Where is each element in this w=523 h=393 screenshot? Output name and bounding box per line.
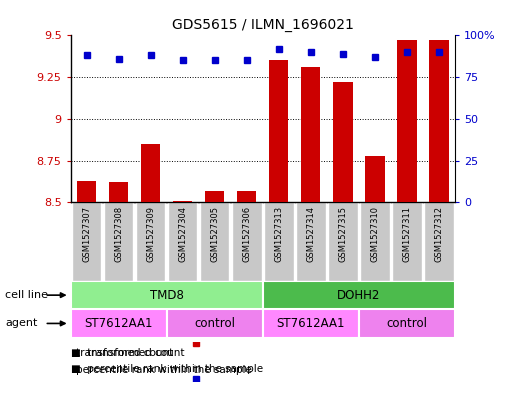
FancyBboxPatch shape xyxy=(200,202,230,281)
Text: GSM1527314: GSM1527314 xyxy=(306,206,315,262)
Text: cell line: cell line xyxy=(5,290,48,300)
FancyBboxPatch shape xyxy=(328,202,358,281)
FancyBboxPatch shape xyxy=(104,202,133,281)
Bar xyxy=(397,40,416,202)
Text: GSM1527310: GSM1527310 xyxy=(370,206,379,262)
FancyBboxPatch shape xyxy=(263,281,455,309)
Text: GSM1527315: GSM1527315 xyxy=(338,206,347,262)
Text: GSM1527309: GSM1527309 xyxy=(146,206,155,262)
FancyBboxPatch shape xyxy=(360,202,390,281)
Text: transformed count: transformed count xyxy=(76,347,173,358)
Title: GDS5615 / ILMN_1696021: GDS5615 / ILMN_1696021 xyxy=(172,18,354,31)
Text: GSM1527306: GSM1527306 xyxy=(242,206,251,263)
Bar xyxy=(269,61,288,202)
FancyBboxPatch shape xyxy=(71,309,167,338)
FancyBboxPatch shape xyxy=(359,309,455,338)
FancyBboxPatch shape xyxy=(136,202,165,281)
Bar xyxy=(301,67,321,202)
Bar xyxy=(365,156,384,202)
FancyBboxPatch shape xyxy=(167,309,263,338)
Bar xyxy=(173,201,192,202)
FancyBboxPatch shape xyxy=(392,202,422,281)
Text: GSM1527311: GSM1527311 xyxy=(403,206,412,262)
Bar xyxy=(77,181,96,202)
Bar xyxy=(141,144,160,202)
Text: GSM1527304: GSM1527304 xyxy=(178,206,187,262)
Text: GSM1527305: GSM1527305 xyxy=(210,206,219,262)
Text: control: control xyxy=(194,317,235,330)
Text: TMD8: TMD8 xyxy=(150,288,184,302)
Text: ST7612AA1: ST7612AA1 xyxy=(84,317,153,330)
FancyBboxPatch shape xyxy=(72,202,101,281)
Bar xyxy=(429,40,449,202)
FancyBboxPatch shape xyxy=(263,309,359,338)
Text: percentile rank within the sample: percentile rank within the sample xyxy=(76,365,252,375)
Text: control: control xyxy=(386,317,427,330)
Bar xyxy=(237,191,256,202)
Text: GSM1527307: GSM1527307 xyxy=(82,206,91,263)
Bar xyxy=(205,191,224,202)
FancyBboxPatch shape xyxy=(232,202,262,281)
FancyBboxPatch shape xyxy=(264,202,293,281)
Text: ■  transformed count: ■ transformed count xyxy=(71,348,184,358)
Bar xyxy=(333,82,353,202)
FancyBboxPatch shape xyxy=(168,202,198,281)
Text: ST7612AA1: ST7612AA1 xyxy=(277,317,345,330)
Text: ■  percentile rank within the sample: ■ percentile rank within the sample xyxy=(71,364,263,374)
Text: DOHH2: DOHH2 xyxy=(337,288,381,302)
Text: agent: agent xyxy=(5,318,38,329)
FancyBboxPatch shape xyxy=(296,202,326,281)
FancyBboxPatch shape xyxy=(424,202,454,281)
Text: GSM1527313: GSM1527313 xyxy=(275,206,283,263)
Bar xyxy=(109,182,128,202)
FancyBboxPatch shape xyxy=(71,281,263,309)
Text: GSM1527312: GSM1527312 xyxy=(435,206,444,262)
Text: GSM1527308: GSM1527308 xyxy=(114,206,123,263)
